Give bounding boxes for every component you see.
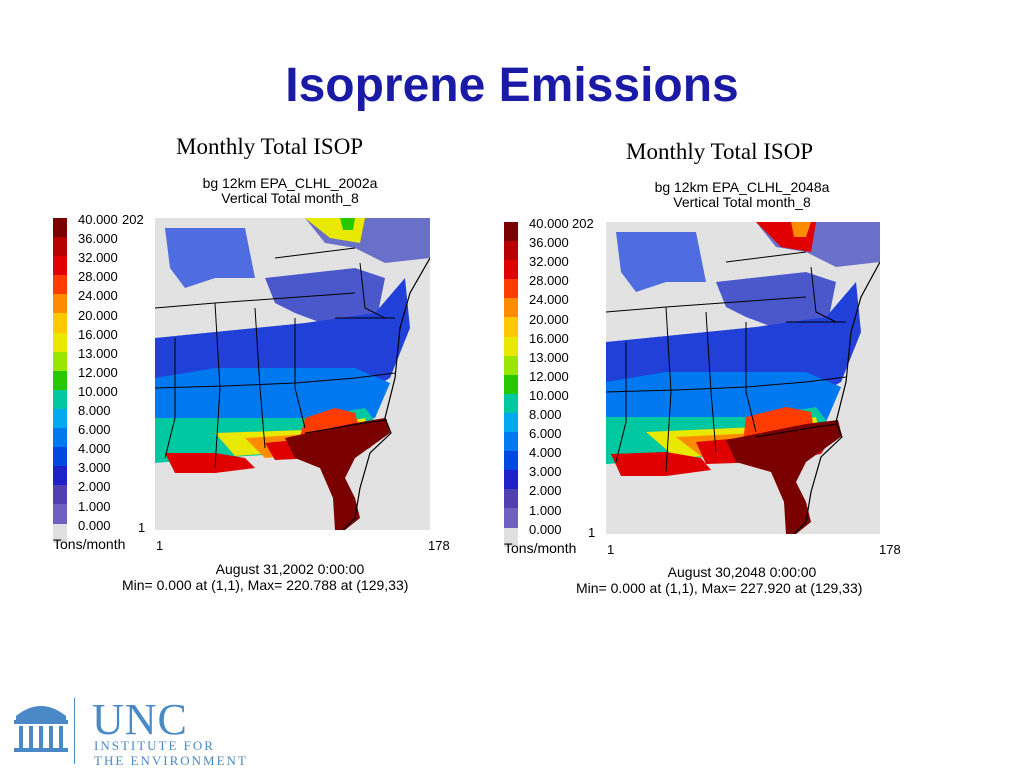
legend-level-label: 13.000: [78, 345, 118, 361]
isoprene-map-2002: [155, 218, 430, 530]
legend-swatch: [53, 447, 67, 467]
legend-swatch: [504, 222, 518, 242]
legend-swatch: [504, 527, 518, 547]
legend-swatch: [504, 412, 518, 433]
legend-swatch: [53, 466, 67, 486]
panel-subtitle-1: bg 12km EPA_CLHL_2048a: [654, 179, 830, 195]
legend-swatch: [53, 332, 67, 352]
legend-level-label: 1.000: [529, 502, 562, 518]
legend-level-label: 6.000: [529, 426, 562, 442]
legend-swatch: [504, 298, 518, 318]
isoprene-map-2048: [606, 222, 880, 534]
color-legend-bar: [53, 218, 67, 543]
legend-swatch: [504, 279, 518, 299]
legend-level-label: 24.000: [78, 288, 118, 304]
color-legend-bar: [504, 222, 518, 547]
legend-level-label: 12.000: [529, 368, 569, 384]
legend-level-label: 13.000: [529, 349, 569, 365]
legend-unit: Tons/month: [504, 540, 577, 556]
legend-level-label: 16.000: [529, 330, 569, 346]
legend-level-label: 3.000: [78, 460, 111, 476]
legend-level-label: 40.000: [529, 216, 569, 231]
legend-swatch: [504, 508, 518, 528]
legend-level-label: 20.000: [529, 311, 569, 327]
legend-swatch: [504, 374, 518, 394]
logo-divider: [74, 698, 75, 764]
legend-swatch: [53, 485, 67, 505]
legend-level-label: 10.000: [529, 387, 569, 403]
legend-level-label: 40.000: [78, 212, 118, 227]
logo-unc: UNC: [92, 695, 188, 744]
legend-swatch: [504, 470, 518, 490]
logo-line-1: INSTITUTE FOR: [94, 738, 215, 753]
legend-swatch: [53, 389, 67, 409]
legend-level-label: 8.000: [78, 403, 111, 418]
legend-swatch: [53, 504, 67, 524]
legend-level-label: 28.000: [529, 273, 569, 289]
old-well-logo-icon: [14, 706, 68, 752]
legend-swatch: [504, 241, 518, 261]
legend-level-label: 0.000: [529, 521, 562, 537]
legend-swatch: [53, 370, 67, 390]
legend-swatch: [53, 408, 67, 429]
min-max-readout: Min= 0.000 at (1,1), Max= 220.788 at (12…: [122, 577, 409, 593]
legend-swatch: [53, 275, 67, 295]
legend-level-label: 8.000: [529, 407, 562, 422]
legend-level-label: 4.000: [78, 441, 111, 457]
legend-level-label: 12.000: [78, 364, 118, 380]
legend-level-label: 28.000: [78, 269, 118, 285]
legend-level-label: 36.000: [529, 235, 569, 251]
legend-swatch: [504, 317, 518, 337]
panel-title: Monthly Total ISOP: [626, 139, 814, 164]
legend-unit: Tons/month: [53, 536, 126, 552]
legend-swatch: [504, 451, 518, 471]
legend-level-label: 2.000: [529, 483, 562, 499]
slide-title: Isoprene Emissions: [285, 59, 739, 112]
y-axis-min: 1: [588, 525, 596, 540]
legend-level-label: 20.000: [78, 307, 118, 323]
legend-swatch: [504, 355, 518, 375]
legend-swatch: [53, 218, 67, 238]
legend-level-label: 3.000: [529, 464, 562, 480]
panel-title: Monthly Total ISOP: [176, 134, 364, 159]
y-axis-min: 1: [138, 520, 146, 535]
legend-level-label: 24.000: [529, 292, 569, 308]
legend-swatch: [53, 313, 67, 333]
legend-swatch: [53, 351, 67, 371]
x-axis-max: 178: [879, 542, 901, 557]
panel-subtitle-2: Vertical Total month_8: [673, 194, 811, 210]
legend-swatch: [504, 393, 518, 413]
legend-level-label: 4.000: [529, 445, 562, 461]
min-max-readout: Min= 0.000 at (1,1), Max= 227.920 at (12…: [576, 580, 863, 596]
legend-swatch: [53, 237, 67, 257]
map-date: August 31,2002 0:00:00: [215, 561, 365, 577]
panel-subtitle-2: Vertical Total month_8: [221, 190, 359, 206]
legend-swatch: [53, 294, 67, 314]
legend-level-label: 1.000: [78, 498, 111, 514]
y-axis-max: 202: [572, 216, 594, 231]
legend-level-label: 2.000: [78, 479, 111, 495]
legend-swatch: [504, 260, 518, 280]
y-axis-max: 202: [122, 212, 144, 227]
map-date: August 30,2048 0:00:00: [667, 564, 817, 580]
legend-swatch: [504, 432, 518, 452]
legend-swatch: [53, 256, 67, 276]
logo-line-2: THE ENVIRONMENT: [94, 753, 248, 768]
legend-swatch: [504, 489, 518, 509]
legend-level-label: 36.000: [78, 231, 118, 247]
legend-swatch: [53, 428, 67, 448]
legend-swatch: [53, 523, 67, 543]
x-axis-min: 1: [607, 542, 615, 557]
legend-level-label: 16.000: [78, 326, 118, 342]
legend-level-label: 10.000: [78, 383, 118, 399]
x-axis-max: 178: [428, 538, 450, 553]
legend-swatch: [504, 336, 518, 356]
legend-level-label: 6.000: [78, 422, 111, 438]
legend-level-label: 32.000: [78, 250, 118, 266]
legend-level-label: 0.000: [78, 517, 111, 533]
panel-subtitle-1: bg 12km EPA_CLHL_2002a: [202, 175, 378, 191]
legend-level-label: 32.000: [529, 254, 569, 270]
x-axis-min: 1: [156, 538, 164, 553]
